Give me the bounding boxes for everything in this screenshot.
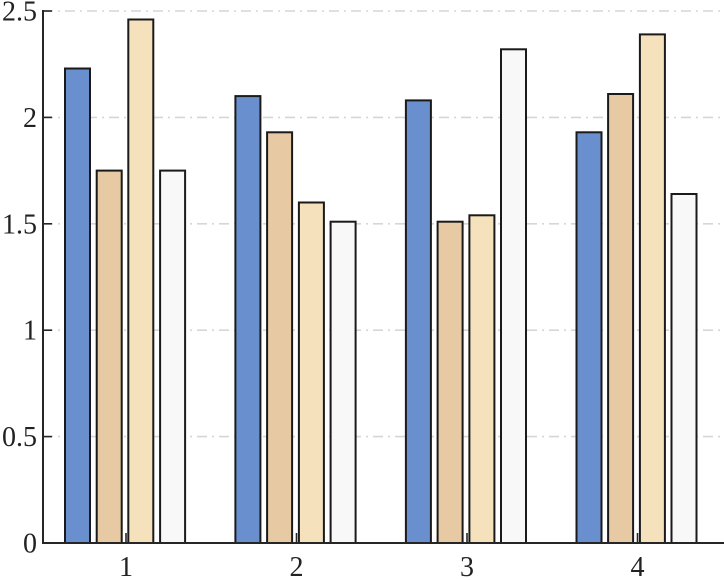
bar-group2-series-blue xyxy=(234,95,262,544)
y-tick-label-2.5: 2.5 xyxy=(2,0,37,28)
y-tick-label-0: 0 xyxy=(23,529,37,560)
bar-group1-series-blue xyxy=(64,67,91,544)
bar-group4-series-tan xyxy=(607,93,635,544)
bar-group3-series-blue xyxy=(404,99,432,545)
bar-group4-series-cream xyxy=(638,33,666,545)
bar-group2-series-white xyxy=(329,220,357,544)
y-tick-label-0.5: 0.5 xyxy=(2,422,37,453)
x-tick-label-4: 4 xyxy=(631,552,645,580)
bar-group3-series-white xyxy=(500,48,527,545)
y-tick-label-1: 1 xyxy=(23,316,37,347)
bar-group4-series-white xyxy=(670,193,698,544)
bar-group3-series-cream xyxy=(468,214,496,545)
x-tick-label-2: 2 xyxy=(290,552,304,580)
bar-group1-series-white xyxy=(159,169,187,544)
bar-group3-series-tan xyxy=(436,220,464,544)
bar-group1-series-tan xyxy=(95,169,123,544)
bar-group2-series-cream xyxy=(297,201,325,544)
bar-group4-series-blue xyxy=(575,131,603,545)
bar-group1-series-cream xyxy=(127,18,155,544)
y-tick-label-1.5: 1.5 xyxy=(2,209,37,240)
x-tick-label-1: 1 xyxy=(119,552,133,580)
y-tick-label-2: 2 xyxy=(23,103,37,134)
x-tick-label-3: 3 xyxy=(460,552,474,580)
bar-group2-series-tan xyxy=(266,131,294,545)
